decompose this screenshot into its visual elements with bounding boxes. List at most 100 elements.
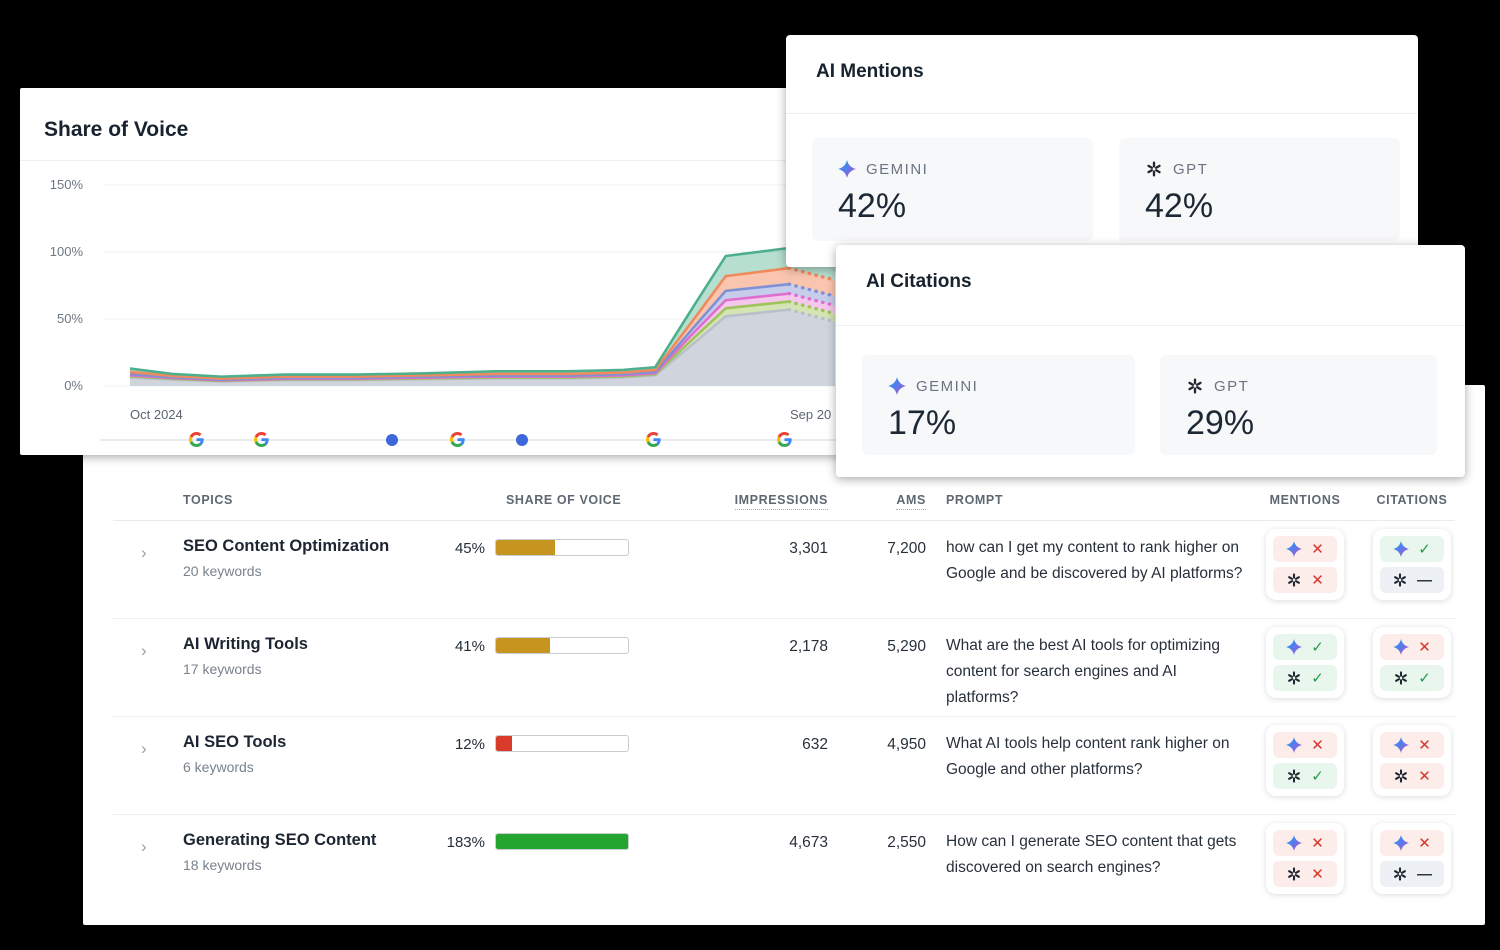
share-of-voice-bar (495, 637, 629, 654)
panel-divider (20, 160, 900, 161)
prompt-text: What AI tools help content rank higher o… (946, 735, 1230, 778)
table-header: TOPICS SHARE OF VOICE IMPRESSIONS AMS PR… (113, 385, 1455, 521)
topics-table: TOPICS SHARE OF VOICE IMPRESSIONS AMS PR… (113, 385, 1455, 912)
column-header-prompt: PROMPT (946, 493, 1004, 507)
google-icon[interactable] (253, 432, 269, 448)
gemini-icon (1393, 639, 1409, 655)
gemini-x-pill: ✕ (1273, 536, 1337, 562)
provider-name: GEMINI (866, 160, 929, 178)
x-mark: ✕ (1311, 736, 1324, 754)
gpt-dash-pill: — (1380, 567, 1444, 593)
citations-badge: ✓ — (1373, 529, 1451, 600)
table-row: › AI Writing Tools 17 keywords 41% 2,178… (113, 619, 1455, 717)
ai-mentions-title: AI Mentions (816, 61, 924, 82)
ams-value: 5,290 (887, 638, 926, 655)
table-body: › SEO Content Optimization 20 keywords 4… (113, 521, 1455, 912)
ams-value: 7,200 (887, 540, 926, 557)
mentions-gemini-value: 42% (838, 187, 907, 225)
mentions-gemini-tile: GEMINI 42% (812, 138, 1093, 241)
gpt-x-pill: ✕ (1273, 861, 1337, 887)
expand-chevron-icon[interactable]: › (141, 739, 147, 758)
dash-mark: — (1417, 571, 1432, 589)
google-icon[interactable] (645, 432, 661, 448)
topic-name: AI SEO Tools (183, 733, 287, 751)
gemini-x-pill: ✕ (1380, 634, 1444, 660)
event-timeline (100, 439, 880, 441)
share-of-voice-title: Share of Voice (44, 118, 189, 141)
gemini-icon (1286, 835, 1302, 851)
gemini-icon (1393, 737, 1409, 753)
gpt-icon (1392, 572, 1408, 588)
gpt-icon (1186, 377, 1204, 395)
x-mark: ✕ (1418, 834, 1431, 852)
google-icon[interactable] (777, 432, 793, 448)
gpt-label: GPT (1186, 377, 1437, 395)
y-tick-label: 50% (56, 311, 83, 326)
y-tick-label: 100% (49, 244, 83, 259)
event-dot[interactable] (384, 432, 400, 448)
gpt-x-pill: ✕ (1273, 567, 1337, 593)
ai-citations-card: AI Citations GEMINI 17% GPT 29% (836, 245, 1465, 477)
topic-keywords-count: 17 keywords (183, 661, 262, 677)
gemini-icon (888, 377, 906, 395)
gemini-x-pill: ✕ (1273, 732, 1337, 758)
citations-gpt-tile: GPT 29% (1160, 355, 1437, 455)
gpt-label: GPT (1145, 160, 1400, 178)
share-of-voice-panel: Share of Voice 150% 100% 50% 0% Oct 2024 Se… (20, 88, 900, 455)
x-mark: ✕ (1418, 638, 1431, 656)
mentions-badge: ✕ ✕ (1266, 823, 1344, 894)
gemini-icon (1286, 737, 1302, 753)
expand-chevron-icon[interactable]: › (141, 837, 147, 856)
prompt-text: What are the best AI tools for optimizin… (946, 637, 1220, 706)
ai-mentions-card: AI Mentions GEMINI 42% GPT 42% (786, 35, 1418, 267)
provider-name: GPT (1214, 377, 1250, 395)
impressions-value: 4,673 (789, 834, 828, 851)
impressions-value: 2,178 (789, 638, 828, 655)
mentions-badge: ✕ ✓ (1266, 725, 1344, 796)
gpt-icon (1286, 866, 1302, 882)
provider-name: GPT (1173, 160, 1209, 178)
google-icon[interactable] (188, 432, 204, 448)
share-of-voice-bar-fill (496, 540, 556, 555)
share-of-voice-bar (495, 833, 629, 850)
citations-gemini-tile: GEMINI 17% (862, 355, 1135, 455)
check-mark: ✓ (1418, 540, 1431, 558)
y-tick-label: 150% (49, 177, 83, 192)
gemini-x-pill: ✕ (1380, 830, 1444, 856)
gemini-icon (1286, 639, 1302, 655)
column-header-impressions[interactable]: IMPRESSIONS (678, 493, 828, 510)
gpt-icon (1393, 670, 1409, 686)
topic-keywords-count: 18 keywords (183, 857, 262, 873)
expand-chevron-icon[interactable]: › (141, 543, 147, 562)
column-header-ams[interactable]: AMS (808, 493, 926, 510)
column-header-mentions: MENTIONS (1269, 493, 1341, 507)
gemini-check-pill: ✓ (1380, 536, 1444, 562)
ams-value: 4,950 (887, 736, 926, 753)
column-header-share-of-voice: SHARE OF VOICE (506, 493, 622, 507)
event-dot[interactable] (514, 432, 530, 448)
share-of-voice-percent: 45% (454, 540, 485, 557)
impressions-value: 632 (802, 736, 828, 753)
column-header-citations: CITATIONS (1376, 493, 1448, 507)
share-of-voice-bar (495, 735, 629, 752)
gemini-check-pill: ✓ (1273, 634, 1337, 660)
share-of-voice-percent: 183% (446, 834, 485, 851)
share-of-voice-bar-fill (496, 638, 551, 653)
check-mark: ✓ (1311, 767, 1324, 785)
expand-chevron-icon[interactable]: › (141, 641, 147, 660)
ai-citations-title: AI Citations (866, 271, 972, 292)
gemini-icon (1393, 835, 1409, 851)
citations-gemini-value: 17% (888, 404, 957, 442)
gemini-x-pill: ✕ (1273, 830, 1337, 856)
x-mark: ✕ (1311, 540, 1324, 558)
gpt-check-pill: ✓ (1380, 665, 1444, 691)
x-mark: ✕ (1418, 767, 1431, 785)
gpt-icon (1393, 768, 1409, 784)
gpt-check-pill: ✓ (1273, 763, 1337, 789)
check-mark: ✓ (1311, 638, 1324, 656)
gpt-x-pill: ✕ (1380, 763, 1444, 789)
panel-divider (836, 325, 1465, 326)
gemini-x-pill: ✕ (1380, 732, 1444, 758)
share-of-voice-chart (105, 184, 892, 387)
google-icon[interactable] (449, 432, 465, 448)
